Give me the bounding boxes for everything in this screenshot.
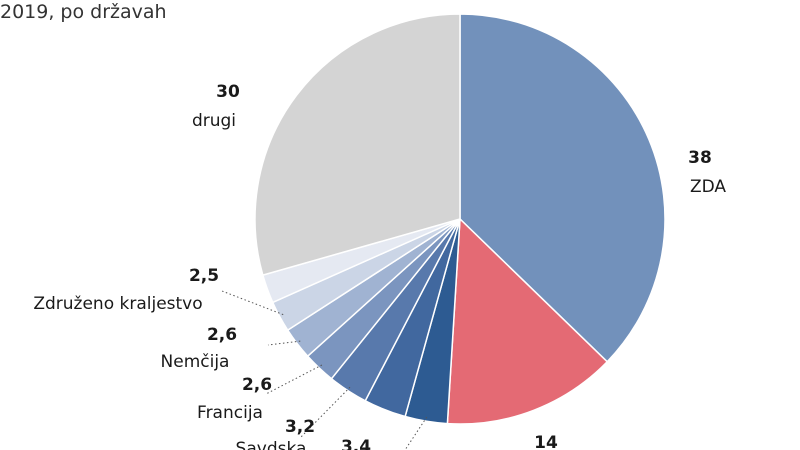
value-label-savdska: 3,2 (285, 417, 315, 437)
value-label-slice-1: 14 (534, 433, 558, 450)
slice-label-savdska: Savdska (236, 439, 307, 450)
value-label-drugi: 30 (216, 82, 240, 102)
pie-slices (254, 13, 666, 425)
slice-label-drugi: drugi (192, 111, 236, 131)
leader-line-zdruzeno-kraljestvo (221, 290, 284, 316)
pie-slice-zda (459, 13, 666, 363)
leader-line-francija (265, 364, 323, 395)
leader-line-slice-2 (404, 416, 428, 450)
leader-lines (221, 290, 428, 450)
slice-label-francija: Francija (197, 403, 263, 423)
value-label-nemcija: 2,6 (207, 325, 237, 345)
pie-slice-drugi (254, 13, 461, 277)
value-label-slice-3: 3,4 (341, 437, 371, 450)
value-label-zda: 38 (688, 148, 712, 168)
slice-label-nemcija: Nemčija (161, 352, 230, 372)
value-label-francija: 2,6 (242, 375, 272, 395)
pie-labels: 38 ZDA 14 3,4 3,2 Savdska 2,6 Francija 2,6 Nemčij… (33, 82, 726, 450)
slice-label-zda: ZDA (690, 177, 726, 197)
slice-label-zdruzeno-kraljestvo: Združeno kraljestvo (33, 294, 202, 314)
pie-slice-slice-1 (446, 217, 609, 425)
chart-subtitle: 2019, po državah (0, 1, 167, 23)
value-label-zdruzeno-kraljestvo: 2,5 (189, 266, 219, 286)
leader-line-nemcija (267, 340, 301, 346)
